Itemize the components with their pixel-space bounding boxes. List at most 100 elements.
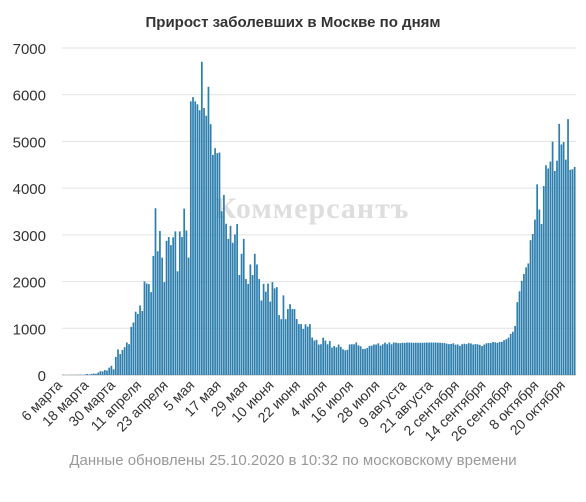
bar <box>569 169 572 375</box>
update-footnote: Данные обновлены 25.10.2020 в 10:32 по м… <box>69 452 517 469</box>
bar <box>397 343 400 375</box>
bar <box>117 349 119 375</box>
bar <box>103 370 106 375</box>
bar <box>108 367 111 375</box>
bar <box>556 160 558 375</box>
bar <box>200 61 203 376</box>
bar <box>463 343 466 375</box>
bar <box>551 141 554 375</box>
bar <box>256 264 258 375</box>
bar <box>560 144 563 375</box>
bar <box>273 288 276 375</box>
bar <box>516 302 519 375</box>
bar <box>218 152 221 375</box>
bar <box>212 154 214 375</box>
bar <box>437 342 439 375</box>
bar <box>300 324 302 375</box>
bar <box>509 333 512 375</box>
bar <box>476 344 479 375</box>
bar <box>503 340 505 375</box>
bar <box>280 319 283 375</box>
bar <box>346 349 349 375</box>
bar <box>456 344 459 375</box>
chart-title: Прирост заболевших в Москве по дням <box>146 14 441 31</box>
bar <box>432 342 435 375</box>
bar <box>529 240 532 375</box>
y-tick-label: 7000 <box>13 41 46 58</box>
bar <box>527 263 530 375</box>
bar <box>324 340 327 375</box>
bar <box>335 347 338 375</box>
bar <box>141 311 144 375</box>
bar <box>99 371 102 375</box>
bar <box>507 337 510 375</box>
bar <box>443 343 446 375</box>
bar <box>562 141 565 375</box>
bar <box>401 342 404 375</box>
bar <box>284 319 287 375</box>
bar <box>381 344 384 375</box>
bar <box>412 342 415 375</box>
bar <box>192 97 194 375</box>
bar <box>275 287 278 375</box>
bar <box>450 343 452 375</box>
bar <box>260 300 263 375</box>
bar <box>309 324 311 375</box>
bar <box>291 309 294 375</box>
bar <box>567 119 569 375</box>
bar <box>339 346 342 375</box>
bar <box>238 275 241 375</box>
bar <box>518 291 521 375</box>
bar <box>269 301 272 375</box>
bar <box>472 344 475 375</box>
bar <box>326 344 329 375</box>
bar <box>353 344 355 375</box>
bar <box>125 342 128 375</box>
bar <box>368 345 371 375</box>
bar <box>251 275 254 375</box>
watermark-logo: Коммерсантъ <box>215 192 410 225</box>
bar <box>249 264 252 375</box>
bar <box>494 342 497 375</box>
bar <box>459 345 461 375</box>
bar <box>181 237 183 375</box>
bar <box>419 342 422 375</box>
bar <box>538 209 541 375</box>
bar <box>545 165 547 375</box>
y-tick-label: 0 <box>38 368 46 385</box>
bar <box>564 159 567 375</box>
bar <box>205 115 208 375</box>
bar <box>384 342 386 375</box>
bar <box>293 309 296 375</box>
bar <box>331 347 333 375</box>
bar <box>558 123 561 375</box>
bar <box>95 373 97 375</box>
bar <box>110 365 113 375</box>
bar <box>505 339 508 375</box>
bar <box>445 343 448 375</box>
bar <box>170 245 172 375</box>
bar <box>145 283 148 375</box>
bar <box>154 208 157 375</box>
bar <box>86 374 88 375</box>
bar <box>253 253 256 375</box>
bar <box>187 257 190 375</box>
bar <box>434 342 437 375</box>
bar <box>386 344 388 375</box>
bar <box>295 319 298 375</box>
y-tick-label: 6000 <box>13 88 46 105</box>
bar <box>512 331 514 375</box>
bar <box>106 370 108 375</box>
bar <box>540 223 543 375</box>
bar <box>337 344 340 375</box>
bar <box>287 309 289 375</box>
y-tick-label: 4000 <box>13 181 46 198</box>
bar <box>492 341 494 375</box>
bar <box>375 344 377 375</box>
bar <box>317 344 320 375</box>
bar <box>278 315 280 375</box>
bar <box>370 345 373 375</box>
bar <box>132 322 135 375</box>
bar <box>487 343 490 375</box>
